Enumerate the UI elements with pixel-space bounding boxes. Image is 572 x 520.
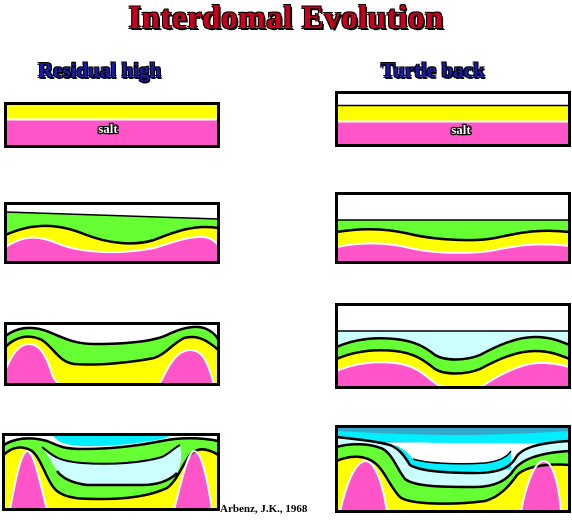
column-heading-turtle-back: Turtle back bbox=[381, 58, 485, 82]
salt-label: salt bbox=[98, 121, 118, 136]
panel-residual-high-stage-1: salt bbox=[4, 102, 220, 148]
citation-credit: Arbenz, J.K., 1968 bbox=[220, 503, 308, 515]
panel-residual-high-stage-3 bbox=[4, 322, 220, 386]
panel-turtle-back-stage-1: salt bbox=[335, 91, 571, 147]
panel-residual-high-stage-2 bbox=[4, 202, 220, 264]
salt-label: salt bbox=[451, 122, 471, 137]
diagram-title: Interdomal Evolution bbox=[128, 0, 444, 36]
column-heading-residual-high: Residual high bbox=[38, 58, 162, 82]
panel-turtle-back-stage-4 bbox=[335, 425, 571, 513]
panel-residual-high-stage-4 bbox=[2, 433, 220, 511]
panel-turtle-back-stage-3 bbox=[335, 303, 571, 389]
panel-turtle-back-stage-2 bbox=[335, 192, 571, 264]
